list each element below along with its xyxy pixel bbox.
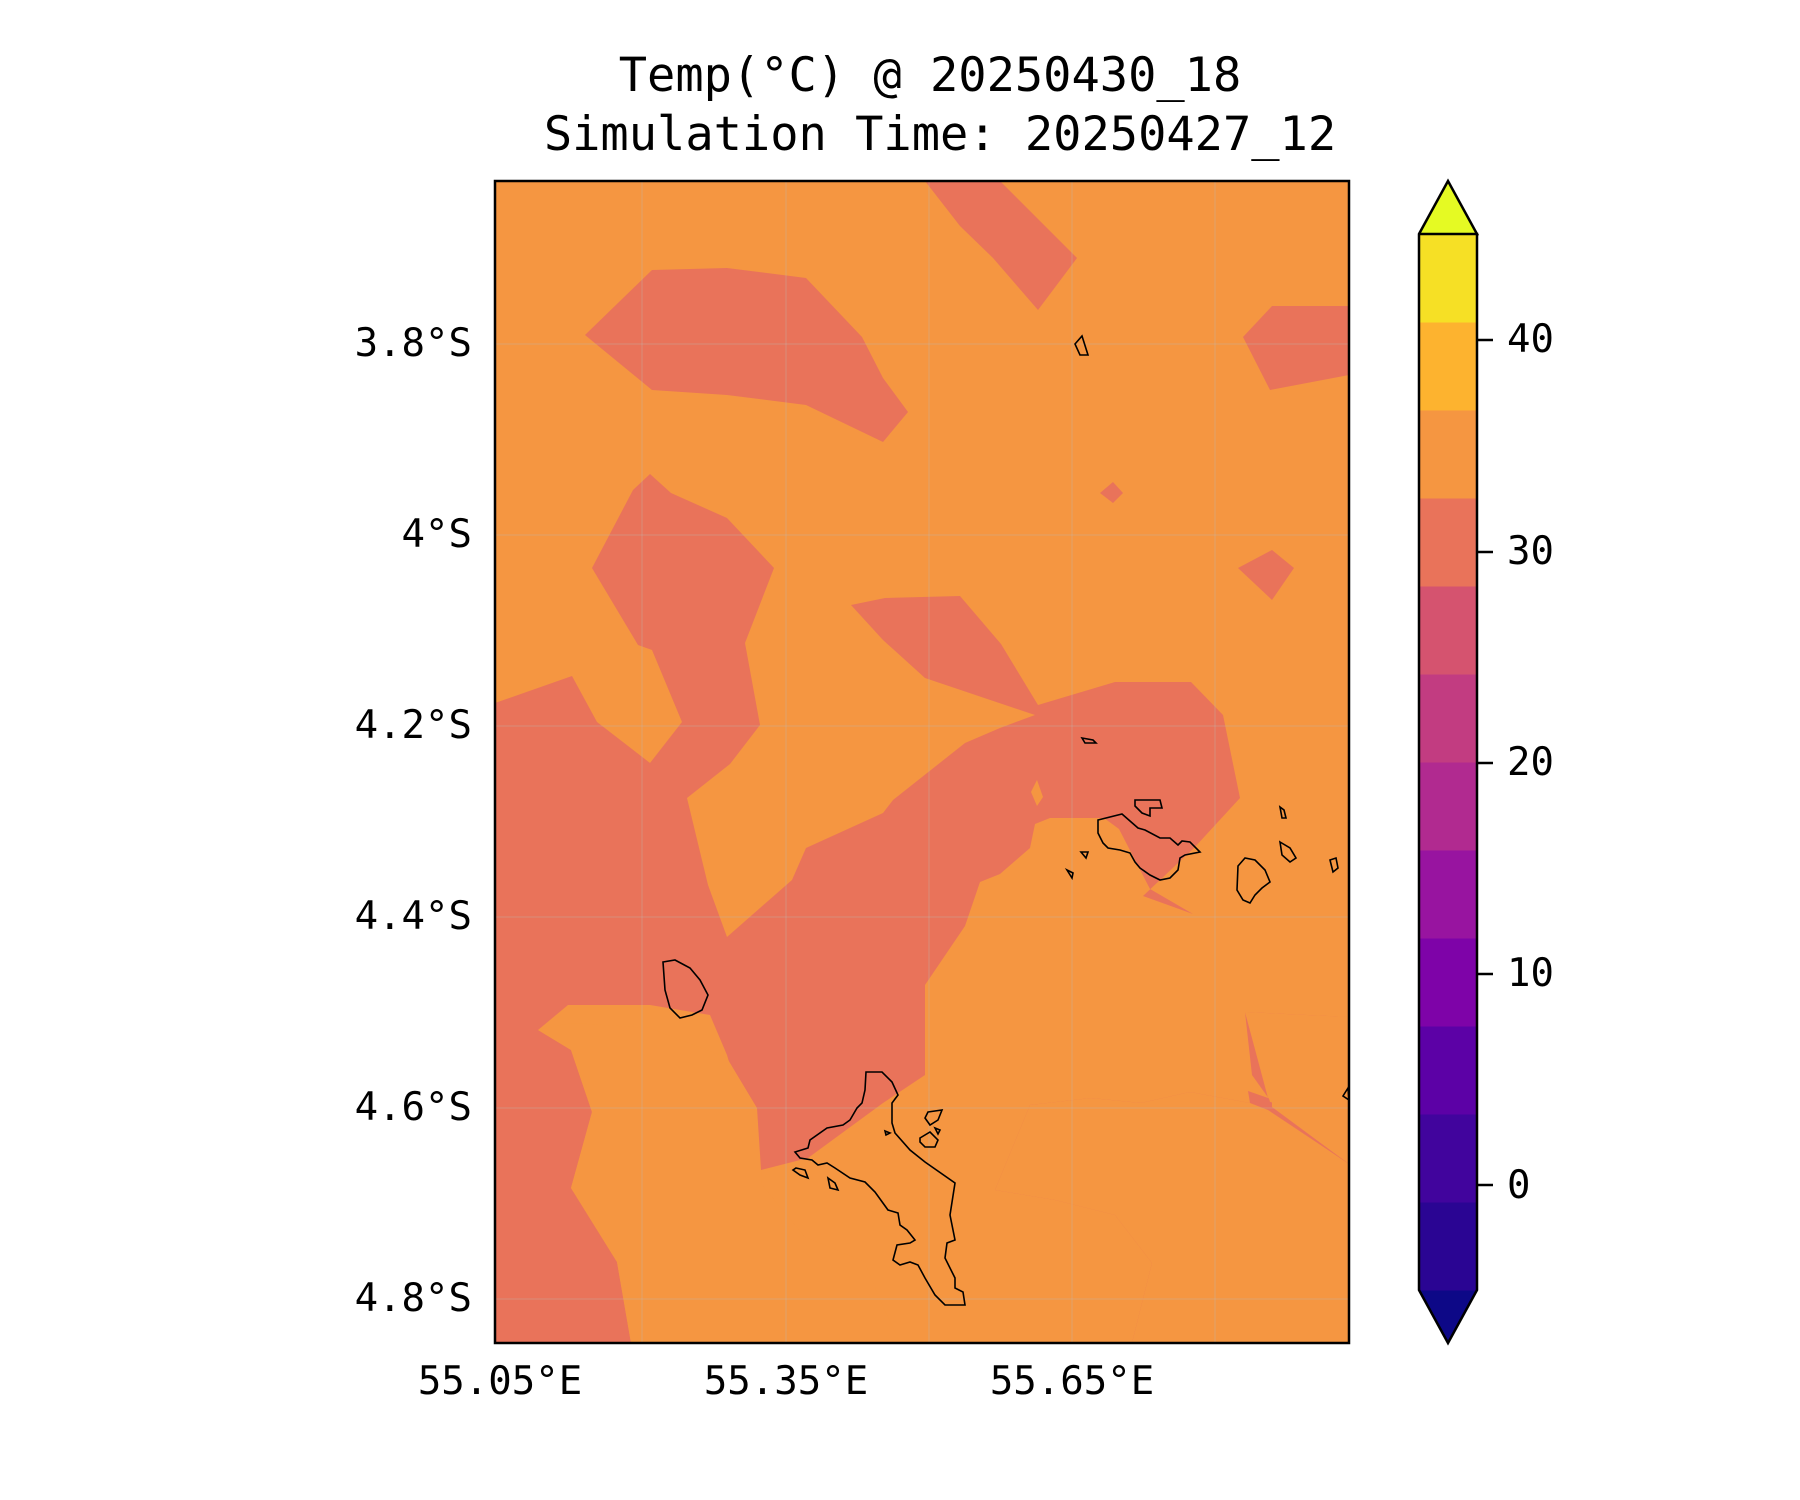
island-praslin [1097, 813, 1202, 881]
warm-regions [538, 780, 1349, 1343]
lon-label-55-65e: 55.65°E [989, 1359, 1155, 1404]
islet-cerf [919, 1130, 939, 1148]
gridlines [495, 181, 1349, 1343]
temperature-field [495, 181, 1349, 1343]
colorbar-segment [1419, 1026, 1477, 1115]
warm-region-s [995, 1092, 1349, 1343]
islet-therese [791, 1167, 810, 1180]
colorbar-segment [1419, 674, 1477, 763]
warm-region-sw [538, 1023, 900, 1343]
cool-region-n [585, 268, 908, 442]
island-north [1074, 334, 1090, 356]
colorbar-tick-30: 30 [1507, 529, 1554, 574]
warm-region-center [1031, 780, 1043, 806]
colorbar-extend-low [1419, 1290, 1477, 1343]
colorbar-tick-40: 40 [1507, 317, 1554, 362]
map-title: Temp(°C) @ 20250430_18 [618, 48, 1242, 103]
lat-label-4s: 4°S [401, 512, 472, 557]
colorbar-segment [1419, 1114, 1477, 1203]
colorbar-segment [1419, 762, 1477, 851]
colorbar-segments [1419, 181, 1477, 1343]
colorbar-segment [1419, 410, 1477, 499]
lat-label-4-4s: 4.4°S [354, 894, 472, 939]
cool-region-e-small [1238, 550, 1294, 600]
cool-region-ne-edge [1243, 306, 1349, 390]
colorbar-segment [1419, 234, 1477, 323]
warm-region-se [1245, 1012, 1349, 1102]
island-silhouette [662, 959, 709, 1019]
islet-moyenne [933, 1126, 942, 1136]
colorbar-outline [1417, 178, 1480, 1346]
island-curieuse [1134, 799, 1164, 818]
colorbar-segment [1419, 938, 1477, 1027]
colorbar [1417, 178, 1493, 1346]
colorbar-segment [1419, 586, 1477, 675]
colorbar-tick-20: 20 [1507, 740, 1554, 785]
island-la-digue [1236, 857, 1271, 905]
lat-label-3-8s: 3.8°S [354, 321, 472, 366]
islet-ste-anne [924, 1109, 944, 1127]
islet-aride [1080, 736, 1098, 744]
lon-label-55-35e: 55.35°E [703, 1359, 869, 1404]
simulation-time-subtitle: Simulation Time: 20250427_12 [543, 107, 1337, 162]
lon-label-55-05e: 55.05°E [417, 1359, 583, 1404]
islet-felicite [1278, 840, 1298, 864]
islet-cousine [1064, 868, 1074, 881]
colorbar-segment [1419, 322, 1477, 411]
cool-region-islet [1100, 482, 1123, 503]
lat-label-4-2s: 4.2°S [354, 703, 472, 748]
lat-label-4-6s: 4.6°S [354, 1085, 472, 1130]
colorbar-segment [1419, 850, 1477, 939]
colorbar-segment [1419, 1202, 1477, 1291]
lat-label-4-8s: 4.8°S [354, 1276, 472, 1321]
map-frame [493, 179, 1351, 1345]
islet-sisters [1278, 805, 1288, 819]
colorbar-segment [1419, 498, 1477, 587]
islet-cousin [1079, 851, 1090, 860]
island-mahe [793, 1071, 966, 1306]
cool-region-ne [925, 181, 1077, 310]
islet-conception [826, 1176, 840, 1192]
colorbar-extend-high [1419, 181, 1477, 234]
colorbar-tick-0: 0 [1507, 1163, 1531, 1208]
islet-mahe-east [883, 1129, 892, 1137]
colorbar-tick-10: 10 [1507, 951, 1554, 996]
coastlines [662, 334, 1349, 1306]
islet-marianne [1329, 856, 1339, 874]
colorbar-ticks [1477, 338, 1493, 1187]
